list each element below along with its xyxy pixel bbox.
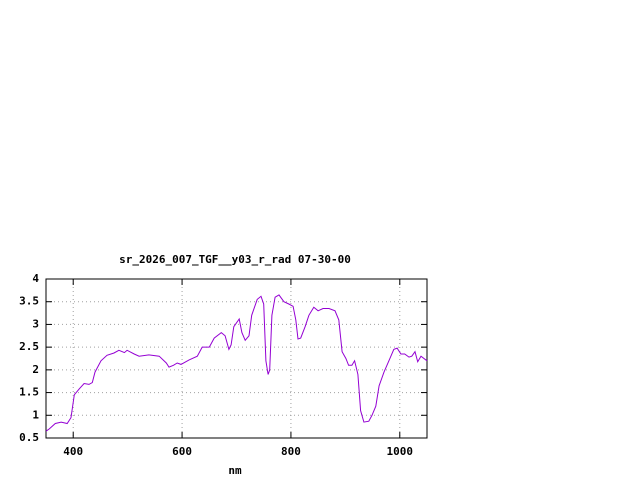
- x-tick-label: 400: [63, 445, 83, 458]
- data-line: [45, 294, 428, 432]
- chart-title: sr_2026_007_TGF__y03_r_rad 07-30-00: [119, 253, 351, 266]
- y-tick-label: 1: [32, 408, 39, 421]
- y-tick-label: 2.5: [19, 340, 39, 353]
- x-tick-label: 600: [172, 445, 192, 458]
- y-tick-label: 4: [32, 272, 39, 285]
- y-tick-label: 3.5: [19, 295, 39, 308]
- x-tick-label: 1000: [387, 445, 414, 458]
- x-tick-label: 800: [281, 445, 301, 458]
- y-tick-label: 3: [32, 317, 39, 330]
- y-tick-label: 2: [32, 363, 39, 376]
- x-axis-label: nm: [228, 464, 242, 477]
- y-tick-label: 1.5: [19, 386, 39, 399]
- y-tick-label: 0.5: [19, 431, 39, 444]
- plot-border: [45, 278, 428, 439]
